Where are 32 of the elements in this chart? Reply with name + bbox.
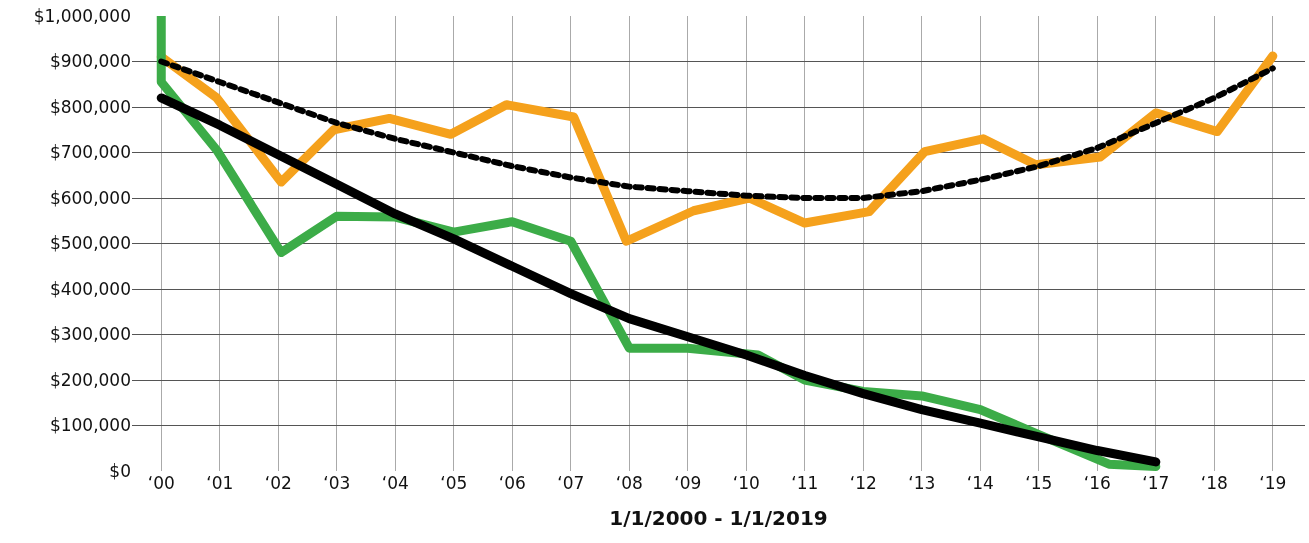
x-tick-label: ‘01 bbox=[206, 473, 234, 493]
x-tick-label: ‘14 bbox=[966, 473, 994, 493]
x-tick-label: ‘12 bbox=[849, 473, 877, 493]
x-tick-label: ‘18 bbox=[1200, 473, 1228, 493]
y-tick-label: $600,000 bbox=[49, 187, 131, 208]
y-tick-label: $100,000 bbox=[49, 415, 131, 436]
x-tick-label: ‘13 bbox=[908, 473, 936, 493]
x-tick-label: ‘04 bbox=[381, 473, 409, 493]
x-tick-label: ‘02 bbox=[264, 473, 292, 493]
x-tick-label: ‘17 bbox=[1142, 473, 1170, 493]
x-tick-label: ‘15 bbox=[1025, 473, 1053, 493]
x-tick-label: ‘08 bbox=[615, 473, 643, 493]
x-tick-label: ‘11 bbox=[791, 473, 819, 493]
y-tick-label: $900,000 bbox=[49, 51, 131, 72]
y-tick-label: $500,000 bbox=[49, 233, 131, 254]
y-tick-label: $800,000 bbox=[49, 96, 131, 117]
x-tick-label: ‘03 bbox=[323, 473, 351, 493]
y-tick-label: $400,000 bbox=[49, 278, 131, 299]
x-tick-label: ‘10 bbox=[732, 473, 760, 493]
y-tick-label: $300,000 bbox=[49, 324, 131, 345]
x-tick-label: ‘05 bbox=[440, 473, 468, 493]
x-tick-label: ‘16 bbox=[1083, 473, 1111, 493]
y-tick-label: $0 bbox=[109, 460, 131, 481]
y-tick-label: $700,000 bbox=[49, 142, 131, 163]
y-tick-label: $200,000 bbox=[49, 369, 131, 390]
x-tick-label: ‘06 bbox=[498, 473, 526, 493]
x-tick-label: ‘19 bbox=[1259, 473, 1287, 493]
x-tick-label: ‘07 bbox=[557, 473, 585, 493]
y-tick-label: $1,000,000 bbox=[33, 5, 131, 26]
x-tick-label: ‘00 bbox=[147, 473, 175, 493]
x-axis-title: 1/1/2000 - 1/1/2019 bbox=[609, 505, 828, 530]
x-tick-label: ‘09 bbox=[674, 473, 702, 493]
